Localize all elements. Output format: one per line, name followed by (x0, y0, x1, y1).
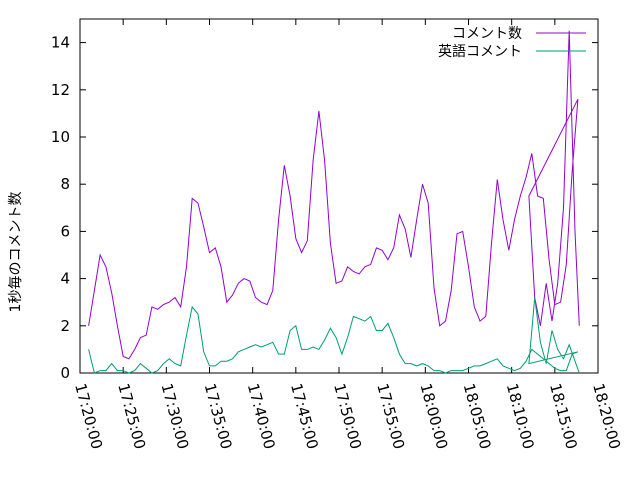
x-tick-label: 17:40:00 (244, 381, 279, 451)
y-tick-label: 0 (60, 364, 70, 382)
x-tick-label: 17:50:00 (330, 381, 365, 451)
y-tick-label: 2 (60, 317, 70, 335)
x-tick-label: 18:10:00 (503, 381, 538, 451)
x-tick-label: 18:15:00 (546, 381, 581, 451)
y-tick-label: 8 (60, 175, 70, 193)
y-tick-label: 10 (51, 128, 70, 146)
x-tick-label: 17:30:00 (157, 381, 192, 451)
x-tick-label: 18:20:00 (589, 381, 624, 451)
x-tick-label: 18:00:00 (416, 381, 451, 451)
y-tick-label: 14 (51, 34, 70, 52)
x-tick-label: 17:55:00 (373, 381, 408, 451)
x-tick-label: 17:25:00 (114, 381, 149, 451)
y-tick-label: 12 (51, 81, 70, 99)
x-tick-label: 17:35:00 (201, 381, 236, 451)
series-line-2 (88, 297, 580, 374)
y-axis-label: 1秒毎のコメント数 (8, 192, 24, 313)
x-axis: 17:20:00 17:25:00 17:30:00 17:35:00 17:40:00… (71, 19, 624, 451)
y-tick-label: 6 (60, 222, 70, 240)
y-axis: 0 2 4 6 8 10 12 14 (51, 34, 598, 382)
x-tick-label: 18:05:00 (460, 381, 495, 451)
x-tick-label: 17:45:00 (287, 381, 322, 451)
legend-label: 英語コメント (438, 43, 522, 60)
y-tick-label: 4 (60, 270, 70, 288)
legend-label: コメント数 (452, 26, 522, 42)
series-line-1 (88, 30, 580, 360)
x-tick-label: 17:20:00 (71, 381, 106, 451)
series-layer (88, 30, 580, 374)
